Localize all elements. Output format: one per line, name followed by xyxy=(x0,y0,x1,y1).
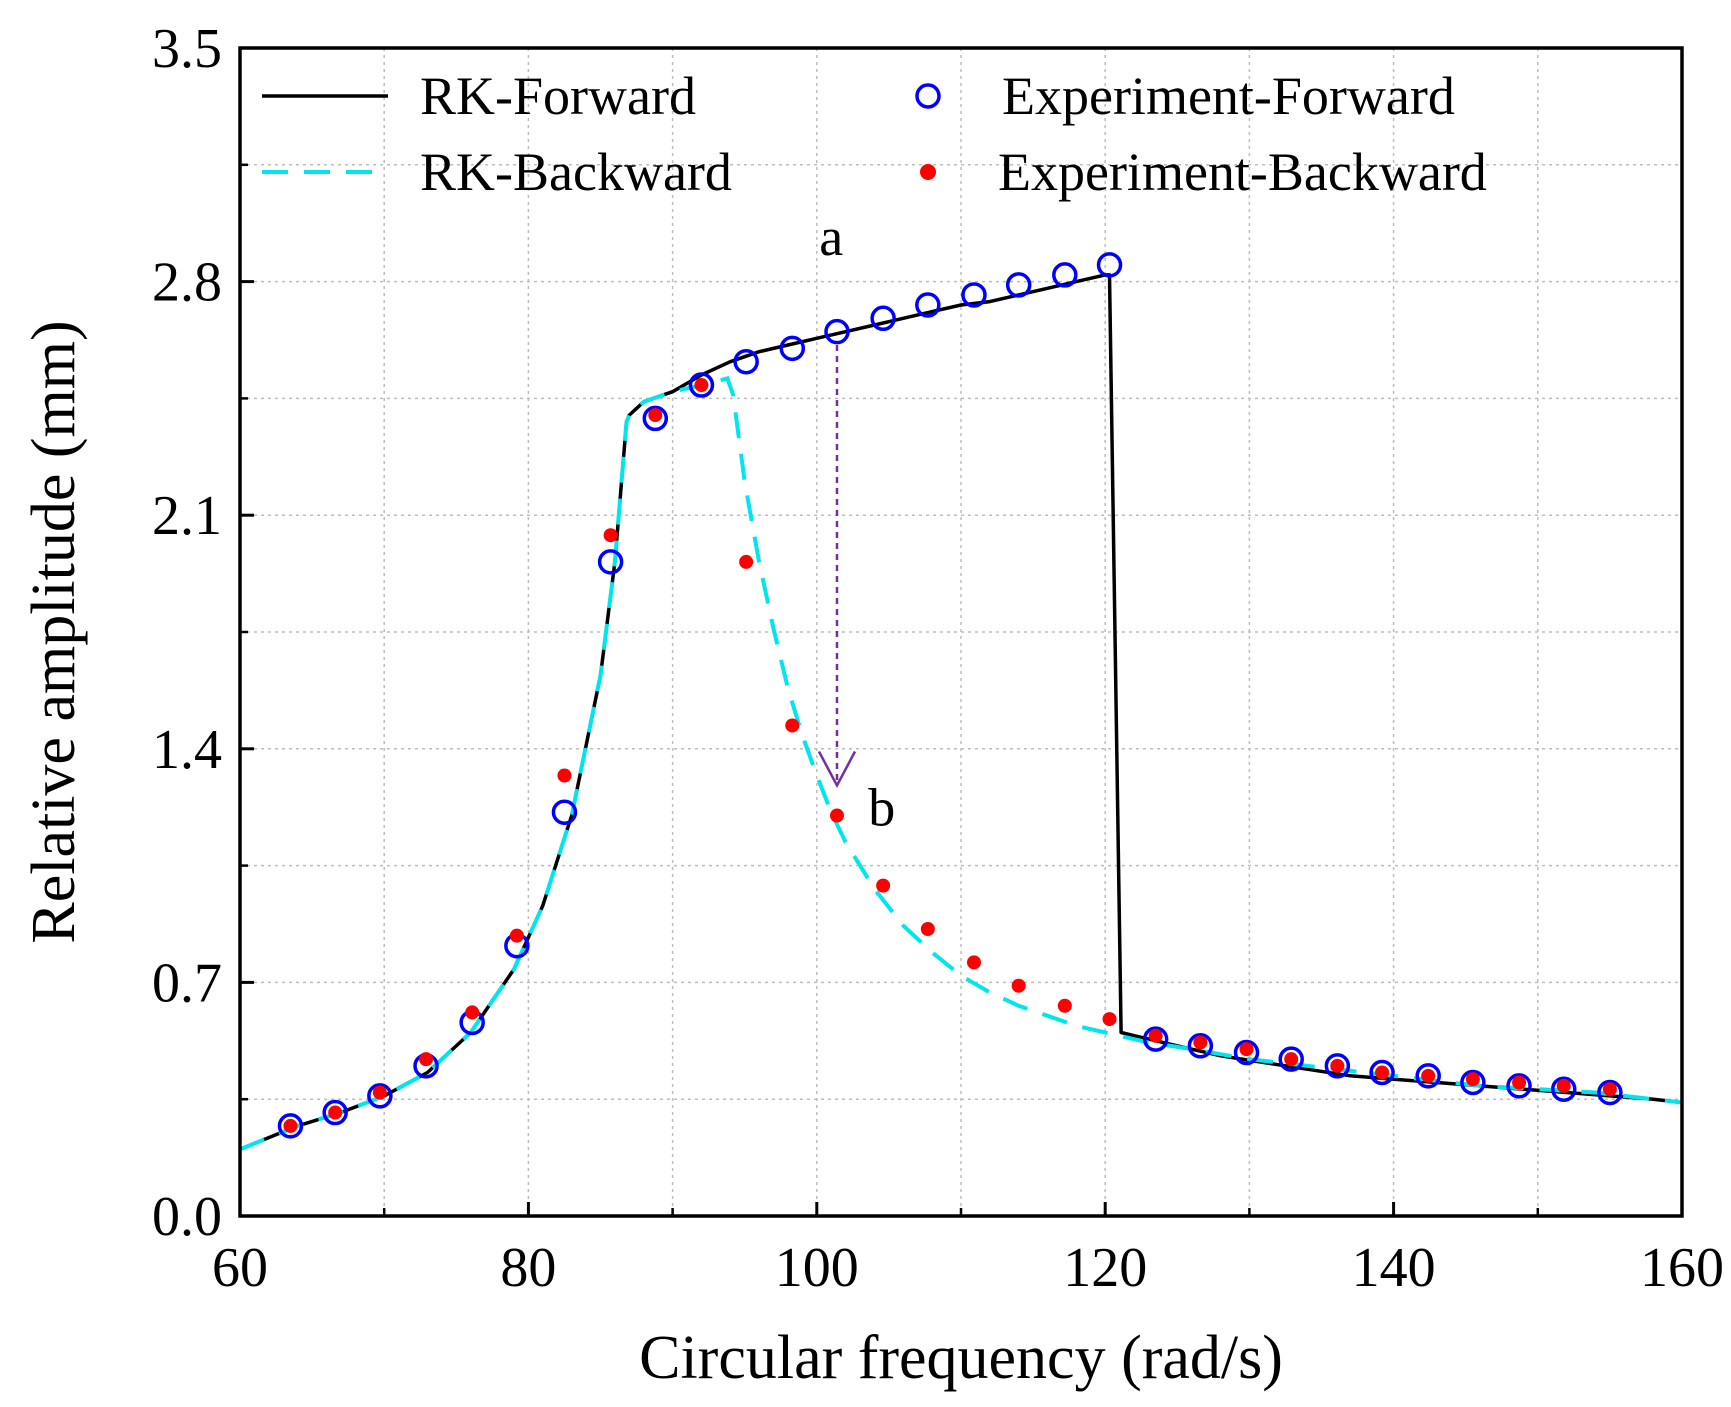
experiment-forward-point xyxy=(597,549,624,575)
experiment-forward-point xyxy=(1052,262,1078,288)
experiment-backward-point xyxy=(1284,1052,1299,1067)
experiment-forward-point xyxy=(1506,1073,1532,1099)
experiment-backward-point xyxy=(739,554,754,569)
annotation-label: a xyxy=(819,207,843,267)
experiment-forward-point xyxy=(1005,272,1032,298)
experiment-forward-point xyxy=(1142,1026,1169,1052)
annotations: ab xyxy=(819,207,895,838)
experiment-forward-point xyxy=(1187,1033,1214,1059)
jump-arrow-head xyxy=(817,750,857,789)
x-axis-title: Circular frequency (rad/s) xyxy=(639,1324,1283,1392)
legend: RK-Forward RK-Backward Experiment-Forward E… xyxy=(262,66,1487,202)
experiment-backward-point xyxy=(1102,1012,1117,1027)
legend-label-experiment-backward: Experiment-Backward xyxy=(998,142,1487,202)
x-tick-label: 100 xyxy=(775,1237,859,1299)
y-tick-label: 2.8 xyxy=(152,252,222,314)
experiment-backward-point xyxy=(694,378,709,393)
experiment-forward-point xyxy=(824,318,850,345)
experiment-forward-point xyxy=(367,1083,393,1109)
experiment-forward-point xyxy=(551,799,578,825)
experiment-backward-point xyxy=(1602,1082,1617,1097)
annotation-label: b xyxy=(868,778,895,838)
legend-label-rk-forward: RK-Forward xyxy=(420,66,696,126)
y-tick-label: 2.1 xyxy=(152,485,222,547)
experiment-forward-point xyxy=(915,292,941,318)
experiment-forward-point xyxy=(1278,1046,1304,1072)
experiment-backward-point xyxy=(1193,1035,1208,1050)
experiment-forward-point xyxy=(688,372,715,398)
legend-label-experiment-forward: Experiment-Forward xyxy=(1002,66,1455,126)
experiment-forward-point xyxy=(733,348,759,375)
experiment-forward-point xyxy=(961,282,987,308)
legend-swatch-experiment-backward xyxy=(920,164,936,180)
experiment-backward-point xyxy=(419,1052,434,1067)
legend-swatch-experiment-forward xyxy=(915,83,941,109)
experiment-forward-point xyxy=(642,405,669,432)
experiment-backward-point xyxy=(876,878,891,893)
experiment-forward-point xyxy=(1369,1059,1395,1086)
experiment-forward-point xyxy=(1415,1063,1441,1089)
y-tick-label: 3.5 xyxy=(152,18,222,80)
y-tick-label: 0.7 xyxy=(152,952,222,1014)
experiment-backward-point xyxy=(920,922,935,937)
experiment-backward-point xyxy=(372,1085,387,1100)
experiment-backward-point xyxy=(829,808,844,823)
y-axis-title: Relative amplitude (mm) xyxy=(20,320,88,943)
rk-backward-line xyxy=(240,376,1682,1152)
experiment-backward-point xyxy=(1512,1075,1527,1090)
experiment-backward-point xyxy=(648,408,663,423)
y-tick-label: 1.4 xyxy=(152,719,222,781)
experiment-backward-point xyxy=(328,1105,343,1120)
experiment-backward-point xyxy=(1057,998,1072,1013)
x-tick-label: 60 xyxy=(212,1237,268,1299)
experiment-backward-point xyxy=(785,718,800,733)
y-tick-label: 0.0 xyxy=(152,1186,222,1248)
experiment-backward-point xyxy=(1011,978,1026,993)
axis-ticks: 60 80 100 120 140 160 0.0 0.7 1.4 2.1 2.8 3.5 xyxy=(152,18,1724,1299)
experiment-backward-point xyxy=(966,955,981,970)
experiment-forward-point xyxy=(322,1099,348,1126)
experiment-backward-point xyxy=(1375,1065,1390,1080)
x-tick-label: 120 xyxy=(1063,1237,1147,1299)
experiment-backward-point xyxy=(1148,1028,1163,1043)
experiment-forward-point xyxy=(1324,1053,1351,1079)
legend-label-rk-backward: RK-Backward xyxy=(420,142,732,202)
experiment-backward-point xyxy=(1421,1068,1436,1083)
experiment-backward-point xyxy=(1239,1042,1254,1057)
experiment-forward-point xyxy=(1096,252,1123,278)
experiment-forward-point xyxy=(1233,1039,1260,1066)
experiment-forward-point xyxy=(1597,1079,1623,1106)
marker-layer xyxy=(277,252,1623,1139)
experiment-backward-point xyxy=(1465,1072,1480,1087)
experiment-backward-point xyxy=(465,1005,480,1020)
experiment-backward-point xyxy=(283,1118,298,1133)
experiment-backward-point xyxy=(1556,1078,1571,1093)
x-tick-label: 80 xyxy=(500,1237,556,1299)
grid-lines xyxy=(240,48,1682,1216)
experiment-forward-point xyxy=(870,305,896,332)
experiment-backward-point xyxy=(557,768,572,783)
experiment-backward-point xyxy=(1330,1058,1345,1073)
x-tick-label: 160 xyxy=(1640,1237,1724,1299)
experiment-forward-point xyxy=(1460,1069,1486,1096)
experiment-backward-point xyxy=(603,528,618,543)
experiment-forward-point xyxy=(1551,1076,1577,1102)
experiment-forward-point xyxy=(779,335,806,362)
experiment-forward-point xyxy=(277,1113,304,1139)
x-tick-label: 140 xyxy=(1352,1237,1436,1299)
experiment-backward-point xyxy=(509,928,524,943)
jump-arrow xyxy=(817,345,857,789)
